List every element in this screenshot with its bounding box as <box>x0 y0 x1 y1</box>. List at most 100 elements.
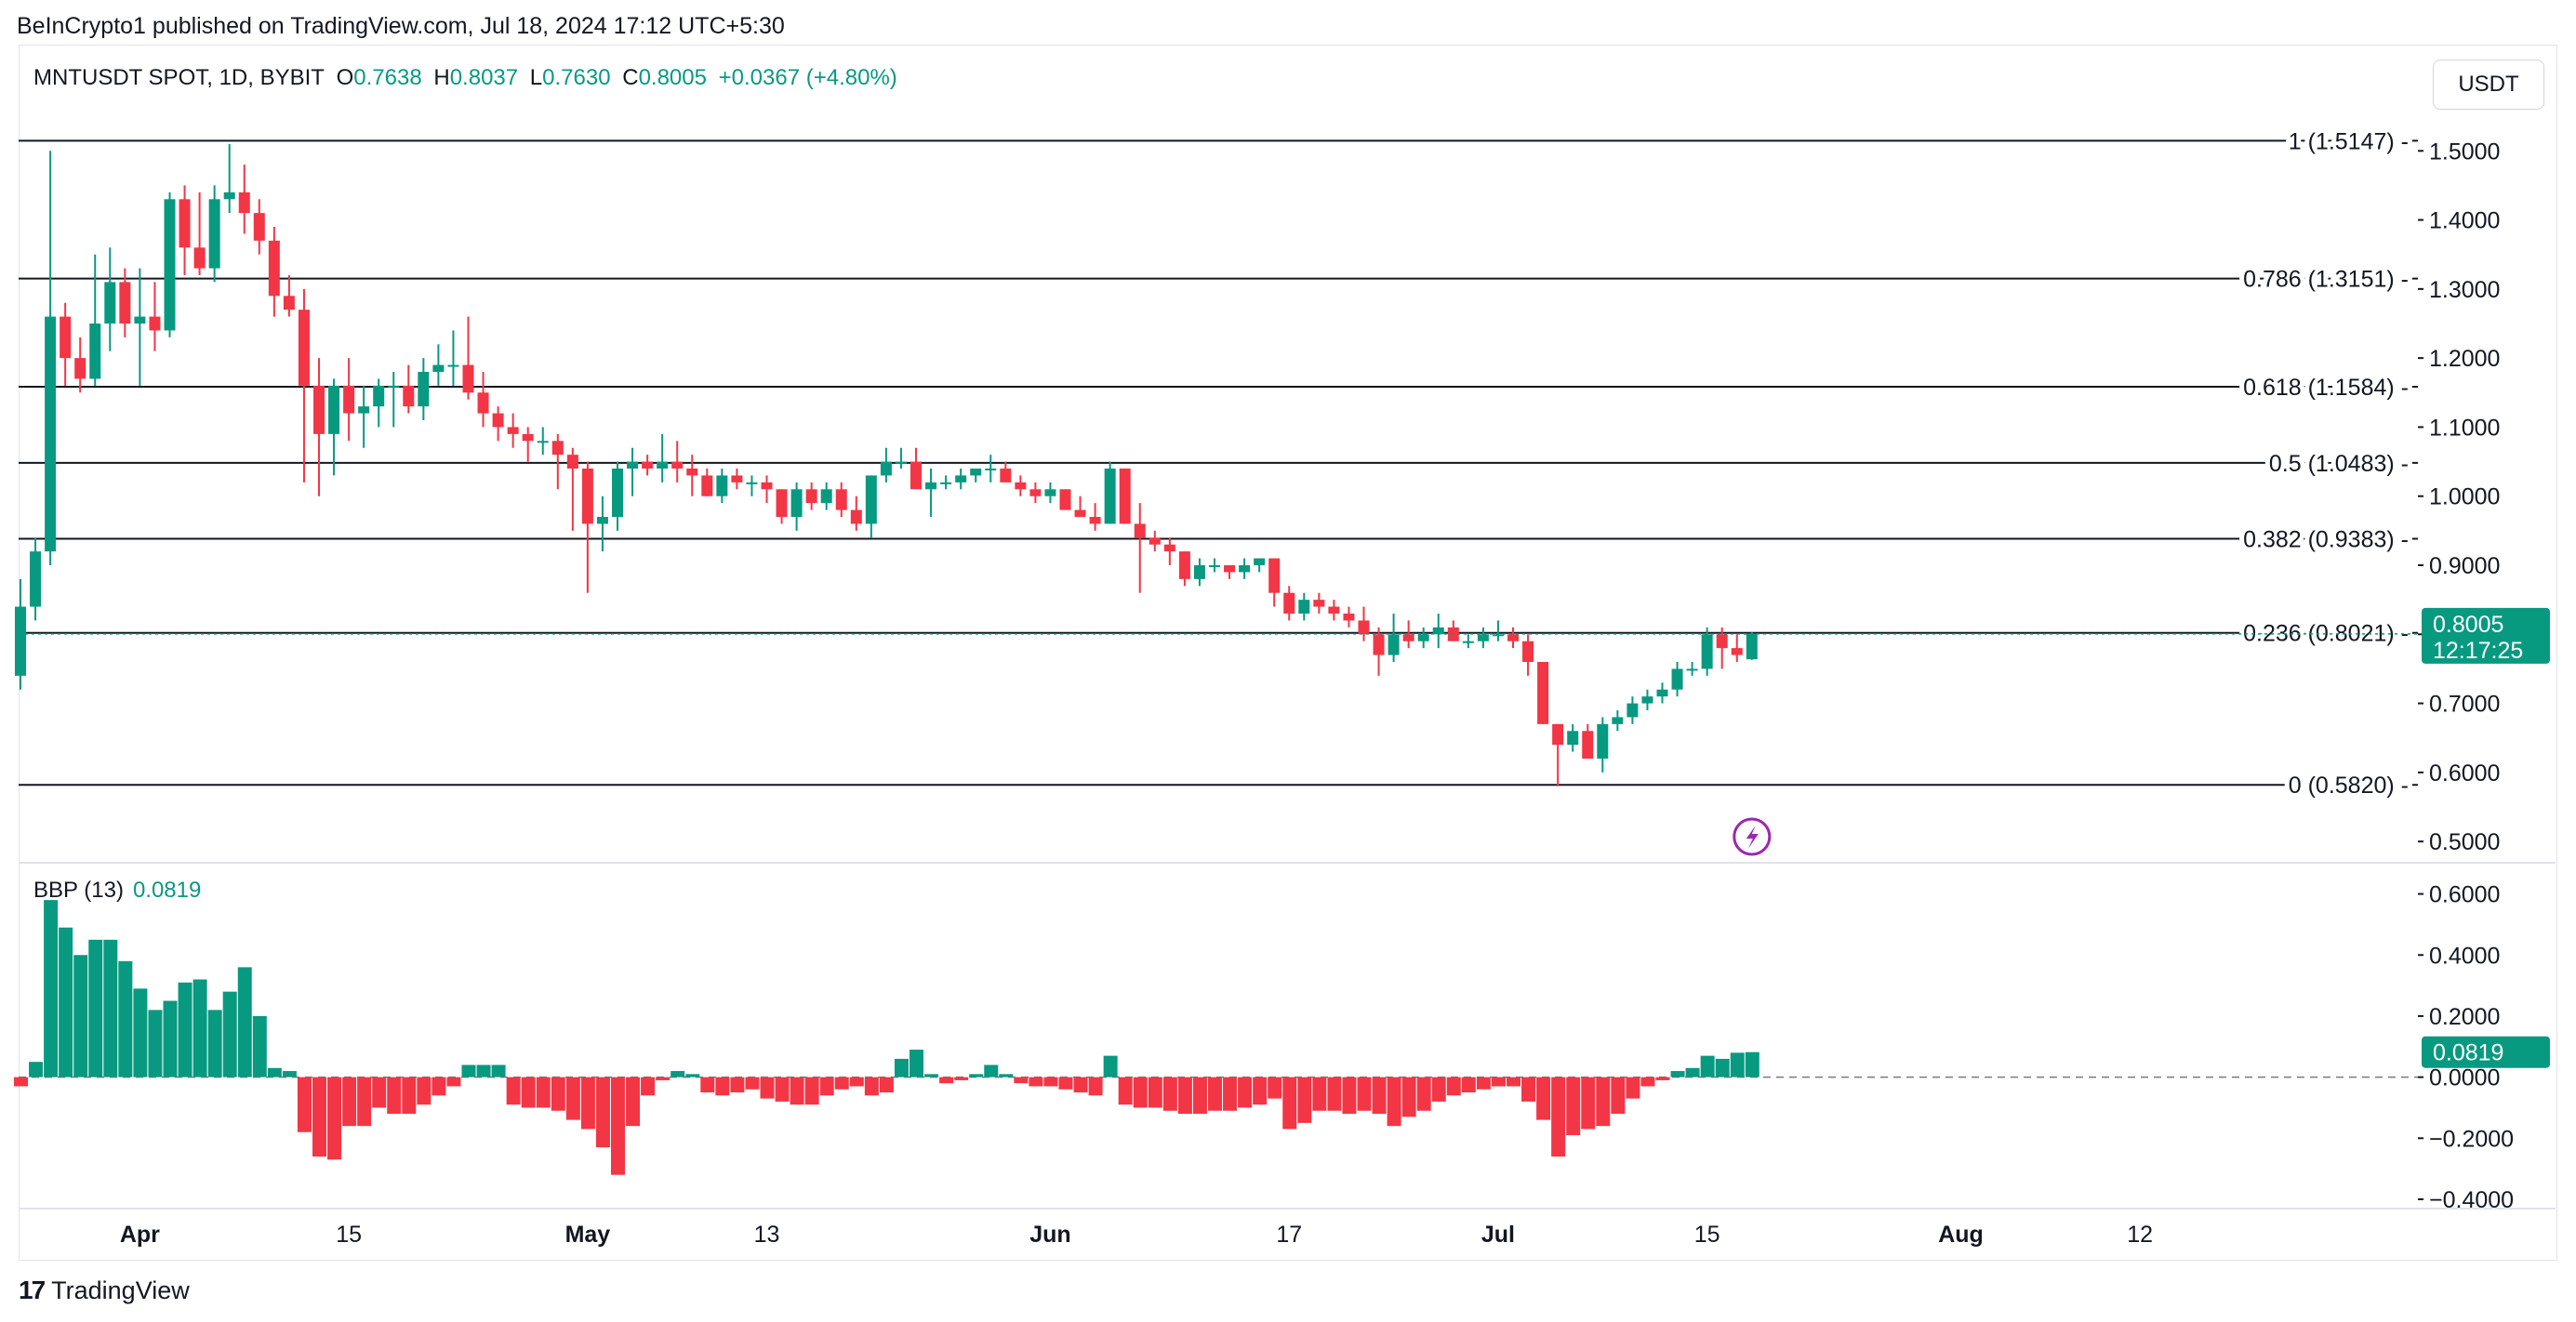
bbp-bar[interactable] <box>193 979 207 1077</box>
bbp-bar[interactable] <box>1715 1058 1730 1077</box>
candle-body[interactable] <box>1552 723 1564 746</box>
bbp-bar[interactable] <box>1730 1052 1745 1077</box>
candle-body[interactable] <box>686 469 698 476</box>
bbp-bar[interactable] <box>1073 1077 1088 1093</box>
bbp-bar[interactable] <box>1342 1077 1357 1115</box>
bbp-bar[interactable] <box>282 1071 297 1077</box>
bbp-bar[interactable] <box>745 1077 760 1090</box>
bbp-bar[interactable] <box>954 1077 969 1080</box>
candle-body[interactable] <box>1298 600 1310 614</box>
candle-body[interactable] <box>1402 634 1414 641</box>
bbp-bar[interactable] <box>491 1064 506 1077</box>
bbp-bar[interactable] <box>1312 1077 1327 1111</box>
candle-body[interactable] <box>1358 620 1370 635</box>
bbp-bar[interactable] <box>1372 1077 1387 1115</box>
bbp-bar[interactable] <box>1282 1077 1297 1130</box>
currency-button[interactable]: USDT <box>2433 59 2544 110</box>
bbp-bar[interactable] <box>804 1077 819 1105</box>
bbp-bar[interactable] <box>1148 1077 1162 1108</box>
bbp-bar[interactable] <box>1162 1077 1177 1111</box>
bbp-bar[interactable] <box>700 1077 715 1093</box>
candle-body[interactable] <box>74 358 86 379</box>
bbp-bar[interactable] <box>342 1077 357 1127</box>
candle-body[interactable] <box>403 385 415 407</box>
candle-body[interactable] <box>1582 731 1594 759</box>
bbp-bar[interactable] <box>1029 1077 1043 1087</box>
bbp-bar[interactable] <box>894 1058 909 1077</box>
candle-body[interactable] <box>447 364 459 367</box>
bbp-bar[interactable] <box>969 1074 984 1077</box>
bbp-bar[interactable] <box>1177 1077 1192 1115</box>
candle-body[interactable] <box>1089 517 1101 524</box>
candle-body[interactable] <box>627 461 639 469</box>
candle-body[interactable] <box>910 461 922 490</box>
bbp-bar[interactable] <box>715 1077 730 1096</box>
candle-body[interactable] <box>119 282 131 324</box>
candle-body[interactable] <box>1567 731 1579 746</box>
bbp-bar[interactable] <box>924 1074 939 1077</box>
candle-body[interactable] <box>507 427 519 434</box>
candle-body[interactable] <box>268 240 280 297</box>
bbp-bar[interactable] <box>1685 1067 1700 1077</box>
candle-body[interactable] <box>1015 482 1027 490</box>
bbp-bar[interactable] <box>133 988 148 1077</box>
bbp-bar[interactable] <box>910 1050 923 1077</box>
candle-body[interactable] <box>731 475 743 483</box>
candle-body[interactable] <box>970 469 982 476</box>
bbp-bar[interactable] <box>178 982 193 1077</box>
candle-body[interactable] <box>761 482 773 490</box>
candle-body[interactable] <box>776 489 788 517</box>
bbp-bar[interactable] <box>506 1077 521 1105</box>
candle-body[interactable] <box>1029 489 1042 496</box>
bbp-bar[interactable] <box>730 1077 745 1093</box>
candle-body[interactable] <box>253 213 265 241</box>
candle-body[interactable] <box>581 469 593 524</box>
bbp-bar[interactable] <box>1551 1077 1566 1157</box>
candle-body[interactable] <box>238 192 250 214</box>
bbp-bar[interactable] <box>1327 1077 1342 1111</box>
candle-body[interactable] <box>1522 641 1534 662</box>
candle-body[interactable] <box>418 372 430 407</box>
bbp-bar[interactable] <box>775 1077 790 1102</box>
candle-body[interactable] <box>716 475 728 496</box>
candle-body[interactable] <box>1163 544 1175 552</box>
bbp-bar[interactable] <box>879 1077 894 1093</box>
candle-body[interactable] <box>1059 489 1071 510</box>
candle-body[interactable] <box>746 482 758 484</box>
candle-body[interactable] <box>1074 509 1086 517</box>
bbp-bar[interactable] <box>387 1077 402 1115</box>
bbp-bar[interactable] <box>1581 1077 1596 1130</box>
candle-body[interactable] <box>850 509 862 524</box>
candle-body[interactable] <box>940 482 952 484</box>
candle-body[interactable] <box>895 461 907 464</box>
bbp-bar[interactable] <box>1596 1077 1611 1127</box>
candle-body[interactable] <box>45 316 57 552</box>
candle-body[interactable] <box>208 199 220 269</box>
candle-body[interactable] <box>89 324 101 379</box>
candle-body[interactable] <box>1178 551 1190 579</box>
candle-body[interactable] <box>880 461 892 476</box>
candle-body[interactable] <box>596 517 608 524</box>
candle-body[interactable] <box>1716 634 1728 649</box>
bbp-bar[interactable] <box>1357 1077 1372 1111</box>
candle-body[interactable] <box>805 489 817 504</box>
bbp-bar[interactable] <box>222 991 237 1077</box>
candle-body[interactable] <box>1000 469 1012 483</box>
candle-body[interactable] <box>134 316 146 324</box>
bbp-bar[interactable] <box>656 1077 671 1080</box>
last-price-badge[interactable] <box>2422 607 2550 664</box>
bbp-bar[interactable] <box>1088 1077 1103 1096</box>
bbp-bar[interactable] <box>1670 1071 1685 1077</box>
candle-body[interactable] <box>1044 489 1056 496</box>
bbp-bar[interactable] <box>207 1010 222 1077</box>
candle-body[interactable] <box>1507 634 1519 641</box>
bbp-bar[interactable] <box>357 1077 372 1127</box>
candle-body[interactable] <box>283 296 295 311</box>
bbp-bar[interactable] <box>312 1077 326 1157</box>
bbp-bar[interactable] <box>1626 1077 1640 1099</box>
candle-body[interactable] <box>223 192 235 200</box>
bbp-bar[interactable] <box>1133 1077 1148 1108</box>
candle-body[interactable] <box>657 461 669 469</box>
bbp-bar[interactable] <box>1223 1077 1238 1111</box>
